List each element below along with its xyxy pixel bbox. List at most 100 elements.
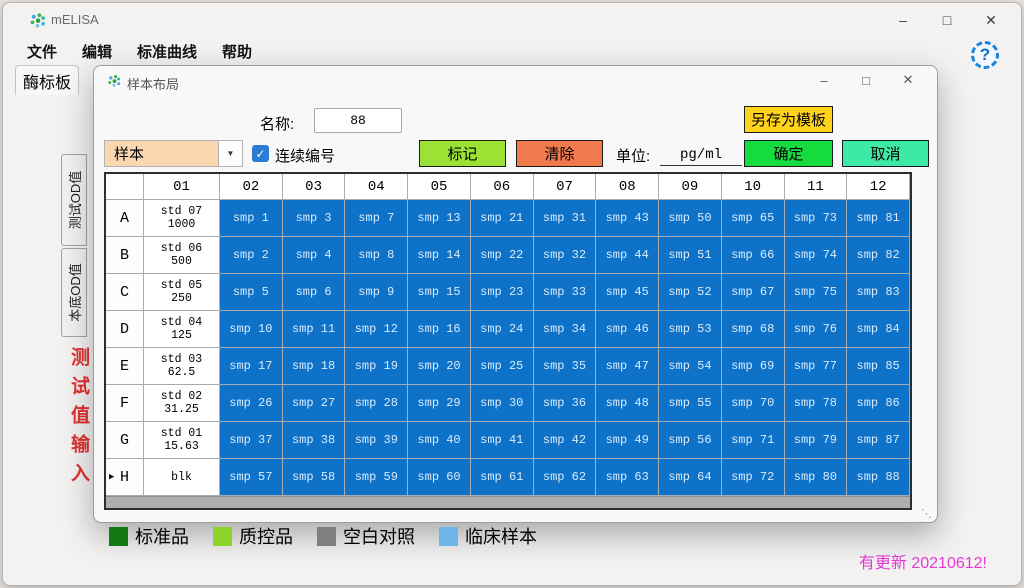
well-D-07[interactable]: smp 34	[533, 311, 597, 348]
well-F-03[interactable]: smp 27	[282, 385, 346, 422]
well-G-10[interactable]: smp 71	[721, 422, 785, 459]
well-H-11[interactable]: smp 80	[784, 459, 848, 496]
well-E-08[interactable]: smp 47	[596, 348, 660, 385]
ok-button[interactable]: 确定	[744, 140, 833, 167]
well-A-06[interactable]: smp 21	[470, 200, 534, 237]
menu-item-edit[interactable]: 编辑	[82, 44, 113, 61]
help-button[interactable]: ?	[971, 41, 999, 69]
well-H-01[interactable]: blk	[144, 459, 220, 496]
col-header-02[interactable]: 02	[220, 174, 283, 200]
well-H-06[interactable]: smp 61	[470, 459, 534, 496]
name-input[interactable]	[314, 108, 402, 133]
well-E-03[interactable]: smp 18	[282, 348, 346, 385]
well-E-01[interactable]: std 03 62.5	[144, 348, 220, 385]
dialog-maximize-icon[interactable]: □	[862, 72, 870, 88]
well-C-05[interactable]: smp 15	[408, 274, 471, 311]
well-D-11[interactable]: smp 76	[784, 311, 848, 348]
col-header-01[interactable]: 01	[144, 174, 220, 200]
well-B-01[interactable]: std 06 500	[144, 237, 220, 274]
well-F-09[interactable]: smp 55	[659, 385, 722, 422]
well-B-09[interactable]: smp 51	[659, 237, 722, 274]
horizontal-scrollbar[interactable]	[106, 496, 910, 508]
cancel-button[interactable]: 取消	[842, 140, 929, 167]
well-D-09[interactable]: smp 53	[659, 311, 722, 348]
unit-input[interactable]	[660, 144, 742, 166]
well-A-11[interactable]: smp 73	[784, 200, 848, 237]
col-header-04[interactable]: 04	[345, 174, 409, 200]
well-G-04[interactable]: smp 39	[345, 422, 409, 459]
well-C-04[interactable]: smp 9	[345, 274, 409, 311]
well-B-12[interactable]: smp 82	[847, 237, 910, 274]
well-G-06[interactable]: smp 41	[470, 422, 534, 459]
well-F-07[interactable]: smp 36	[533, 385, 597, 422]
well-H-09[interactable]: smp 64	[659, 459, 722, 496]
col-header-11[interactable]: 11	[784, 174, 848, 200]
dialog-titlebar[interactable]: 样本布局 – □ ✕	[94, 66, 937, 96]
well-G-01[interactable]: std 01 15.63	[144, 422, 220, 459]
continuous-numbering-checkbox[interactable]: ✓	[252, 145, 269, 162]
col-header-07[interactable]: 07	[533, 174, 597, 200]
well-G-11[interactable]: smp 79	[784, 422, 848, 459]
well-F-01[interactable]: std 02 31.25	[144, 385, 220, 422]
grid-corner-cell[interactable]	[106, 174, 144, 200]
well-F-05[interactable]: smp 29	[408, 385, 471, 422]
well-B-07[interactable]: smp 32	[533, 237, 597, 274]
well-D-08[interactable]: smp 46	[596, 311, 660, 348]
well-B-10[interactable]: smp 66	[721, 237, 785, 274]
well-F-11[interactable]: smp 78	[784, 385, 848, 422]
well-D-01[interactable]: std 04 125	[144, 311, 220, 348]
dialog-close-icon[interactable]: ✕	[902, 72, 914, 87]
well-G-07[interactable]: smp 42	[533, 422, 597, 459]
row-header-H[interactable]: ▶ H	[106, 459, 144, 496]
well-C-12[interactable]: smp 83	[847, 274, 910, 311]
well-D-04[interactable]: smp 12	[345, 311, 409, 348]
well-H-05[interactable]: smp 60	[408, 459, 471, 496]
well-E-02[interactable]: smp 17	[220, 348, 283, 385]
well-C-01[interactable]: std 05 250	[144, 274, 220, 311]
col-header-03[interactable]: 03	[282, 174, 346, 200]
well-A-05[interactable]: smp 13	[408, 200, 471, 237]
well-A-02[interactable]: smp 1	[220, 200, 283, 237]
dialog-minimize-icon[interactable]: –	[820, 72, 828, 88]
menu-item-file[interactable]: 文件	[27, 44, 58, 61]
well-D-10[interactable]: smp 68	[721, 311, 785, 348]
well-C-03[interactable]: smp 6	[282, 274, 346, 311]
well-A-09[interactable]: smp 50	[659, 200, 722, 237]
clear-button[interactable]: 清除	[516, 140, 603, 167]
well-G-02[interactable]: smp 37	[220, 422, 283, 459]
chevron-down-icon[interactable]: ▼	[218, 140, 243, 167]
well-C-08[interactable]: smp 45	[596, 274, 660, 311]
well-E-07[interactable]: smp 35	[533, 348, 597, 385]
well-E-06[interactable]: smp 25	[470, 348, 534, 385]
well-G-03[interactable]: smp 38	[282, 422, 346, 459]
well-B-08[interactable]: smp 44	[596, 237, 660, 274]
col-header-12[interactable]: 12	[847, 174, 910, 200]
well-A-10[interactable]: smp 65	[721, 200, 785, 237]
row-header-A[interactable]: A	[106, 200, 144, 237]
well-H-04[interactable]: smp 59	[345, 459, 409, 496]
well-D-12[interactable]: smp 84	[847, 311, 910, 348]
well-G-08[interactable]: smp 49	[596, 422, 660, 459]
col-header-08[interactable]: 08	[596, 174, 660, 200]
well-H-08[interactable]: smp 63	[596, 459, 660, 496]
menu-item-standard-curve[interactable]: 标准曲线	[137, 44, 198, 61]
well-A-12[interactable]: smp 81	[847, 200, 910, 237]
well-C-09[interactable]: smp 52	[659, 274, 722, 311]
well-D-02[interactable]: smp 10	[220, 311, 283, 348]
well-D-06[interactable]: smp 24	[470, 311, 534, 348]
col-header-05[interactable]: 05	[408, 174, 471, 200]
well-C-06[interactable]: smp 23	[470, 274, 534, 311]
sample-type-dropdown[interactable]: 样本 ▼	[104, 140, 243, 167]
col-header-06[interactable]: 06	[470, 174, 534, 200]
well-B-05[interactable]: smp 14	[408, 237, 471, 274]
well-D-05[interactable]: smp 16	[408, 311, 471, 348]
well-E-12[interactable]: smp 85	[847, 348, 910, 385]
mark-button[interactable]: 标记	[419, 140, 506, 167]
tab-background-od[interactable]: 本底OD值	[61, 248, 87, 337]
well-F-08[interactable]: smp 48	[596, 385, 660, 422]
well-F-02[interactable]: smp 26	[220, 385, 283, 422]
well-G-09[interactable]: smp 56	[659, 422, 722, 459]
well-B-06[interactable]: smp 22	[470, 237, 534, 274]
well-C-07[interactable]: smp 33	[533, 274, 597, 311]
col-header-10[interactable]: 10	[721, 174, 785, 200]
